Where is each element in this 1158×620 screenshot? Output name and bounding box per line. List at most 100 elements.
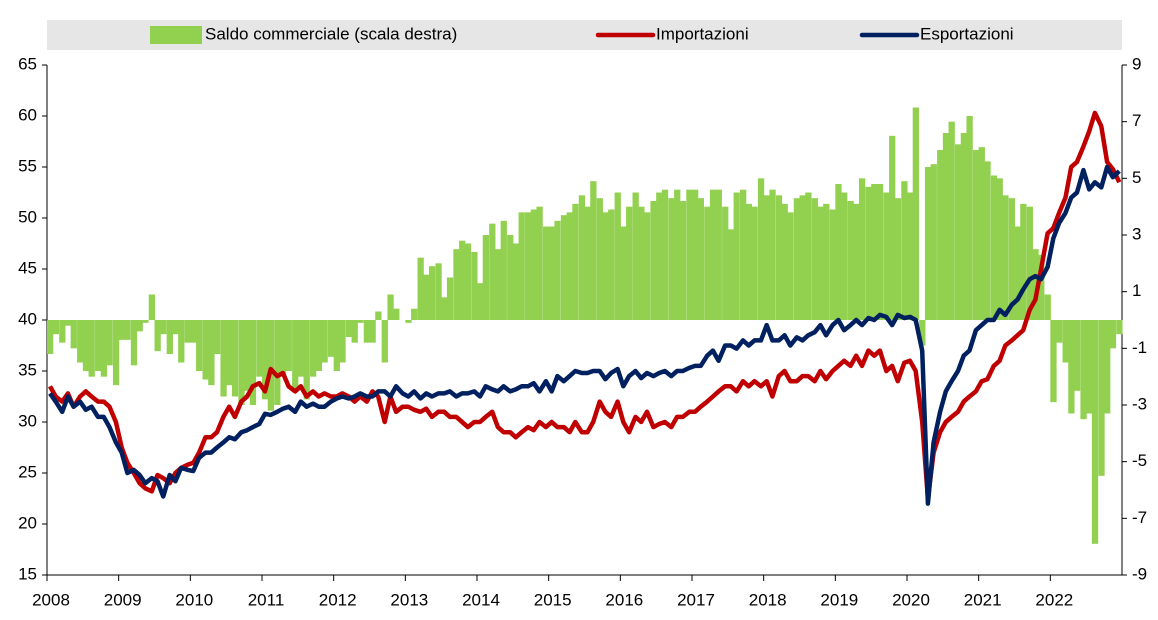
y-tick-label: 25 [18, 462, 37, 481]
bar [231, 320, 239, 397]
bar [393, 308, 400, 320]
bar [70, 320, 77, 349]
legend-label: Esportazioni [920, 24, 1014, 43]
bar [369, 320, 376, 343]
bar [626, 206, 633, 320]
bar [184, 320, 191, 343]
bar [907, 192, 914, 320]
bar [471, 252, 478, 320]
y-tick-label: 60 [18, 105, 37, 124]
y2-tick-label: 1 [1132, 281, 1141, 300]
bar [883, 192, 890, 320]
bar [1109, 320, 1117, 349]
x-tick-label: 2020 [892, 590, 930, 609]
bar [602, 212, 609, 320]
bar [1032, 249, 1039, 320]
bar [554, 220, 561, 320]
x-tick-label: 2008 [32, 590, 70, 609]
bar [715, 189, 722, 320]
bar [686, 189, 693, 320]
bar [632, 192, 639, 320]
bar [709, 189, 717, 320]
bar [64, 320, 72, 326]
y-tick-label: 65 [18, 54, 37, 73]
bar [668, 198, 675, 320]
bar [464, 243, 472, 320]
bar [1091, 320, 1099, 544]
bar [166, 320, 173, 354]
bar [912, 107, 920, 320]
line [48, 110, 1122, 501]
bar [52, 320, 60, 335]
bar [256, 320, 263, 377]
bar [77, 320, 84, 363]
bar [417, 257, 424, 320]
y2-tick-label: -7 [1132, 508, 1147, 527]
bar [518, 212, 525, 320]
bar [853, 203, 860, 320]
bar [160, 320, 167, 335]
bar [244, 320, 251, 391]
bar [876, 184, 884, 320]
bar [178, 320, 185, 363]
bar [572, 203, 579, 320]
bar [530, 209, 538, 320]
y2-tick-label: -9 [1132, 564, 1147, 583]
line [48, 164, 1121, 506]
y2-tick-label: 7 [1132, 111, 1141, 130]
bar [1008, 198, 1016, 320]
x-tick-label: 2011 [248, 590, 285, 609]
bar [727, 229, 735, 320]
bar-series [47, 107, 1123, 544]
bar [757, 178, 765, 320]
x-tick-label: 2017 [677, 590, 715, 609]
bar [1104, 320, 1111, 414]
bar [811, 198, 818, 320]
bar [984, 161, 991, 320]
bar [937, 150, 944, 320]
bar [871, 184, 878, 320]
legend-label: Importazioni [656, 24, 749, 43]
bar [1014, 226, 1021, 320]
bar [596, 198, 603, 320]
bar [154, 320, 161, 352]
bar [118, 320, 125, 340]
x-tick-label: 2021 [964, 590, 1002, 609]
bar [990, 175, 998, 320]
bar [793, 198, 801, 320]
bar [381, 320, 388, 363]
bar [590, 181, 597, 320]
bar [124, 320, 131, 340]
bar [674, 189, 681, 320]
bar [835, 184, 842, 320]
bar [889, 135, 896, 320]
x-tick-label: 2019 [820, 590, 858, 609]
bar [136, 320, 143, 332]
bar [769, 189, 776, 320]
bar [740, 189, 747, 320]
bar [310, 320, 317, 377]
bar [226, 320, 233, 386]
bar [847, 201, 854, 320]
y2-tick-label: -3 [1132, 394, 1147, 413]
bar [190, 320, 197, 343]
bar [512, 243, 520, 320]
bar [130, 320, 138, 366]
bar [1062, 320, 1069, 363]
bar [477, 283, 484, 320]
bar [996, 178, 1003, 320]
bar [525, 212, 532, 320]
bar [1020, 203, 1027, 320]
bar [781, 203, 788, 320]
y2-tick-label: -5 [1132, 451, 1147, 470]
bar [435, 263, 442, 320]
bar [375, 311, 382, 320]
bar [274, 320, 281, 405]
bar [220, 320, 227, 397]
bar [249, 320, 257, 405]
bar [1098, 320, 1105, 476]
bar [238, 320, 245, 405]
y2-tick-label: -1 [1132, 338, 1147, 357]
bar [643, 212, 651, 320]
bar [614, 192, 621, 320]
